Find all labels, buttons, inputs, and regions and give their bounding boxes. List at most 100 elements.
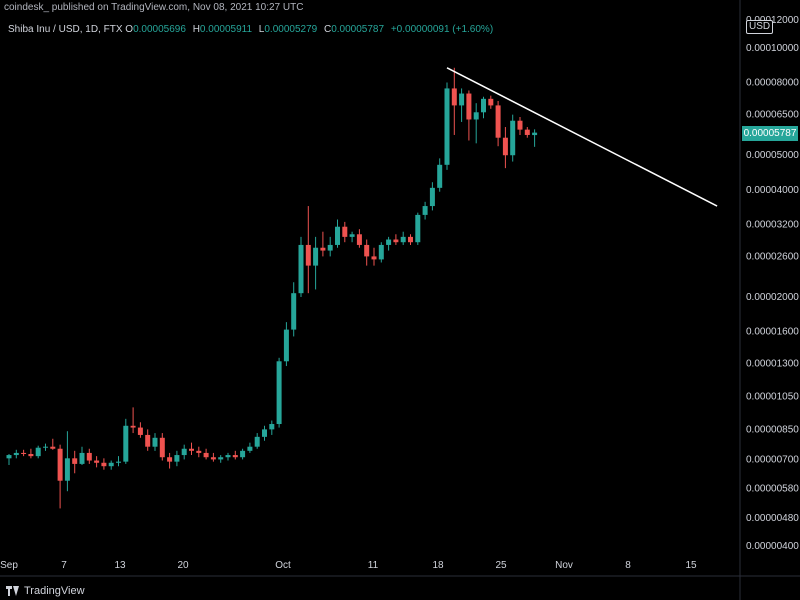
candle: [123, 418, 129, 464]
candle-body: [174, 455, 180, 462]
time-axis[interactable]: Sep 7 13 20 Oct 11 18 25 Nov 8 15: [0, 560, 697, 571]
candle-body: [400, 236, 406, 243]
candle: [247, 442, 253, 453]
brand-name: TradingView: [24, 585, 85, 597]
candle-body: [101, 462, 107, 467]
candle: [50, 438, 56, 450]
candle: [210, 452, 216, 462]
candle-body: [495, 105, 501, 138]
candle: [116, 456, 121, 467]
candle: [43, 443, 48, 451]
symbol-name: Shiba Inu / USD, 1D, FTX: [8, 24, 123, 35]
candle-body: [21, 452, 27, 454]
candle-body: [28, 453, 34, 457]
candle: [437, 158, 443, 192]
candle: [240, 448, 246, 460]
high-label: H: [192, 24, 200, 35]
time-tick-label: Nov: [555, 560, 573, 571]
candle-body: [159, 437, 165, 458]
candle-body: [79, 452, 85, 464]
candle: [159, 433, 165, 461]
candle: [79, 446, 85, 466]
candle-body: [313, 247, 319, 266]
candle: [349, 231, 355, 243]
candle-body: [371, 256, 377, 260]
candle-body: [378, 244, 384, 260]
candle-body: [152, 437, 158, 447]
time-tick-label: 15: [685, 560, 697, 571]
candle: [283, 322, 289, 367]
candle-body: [459, 93, 465, 106]
candle-body: [64, 458, 70, 481]
candle: [342, 221, 348, 243]
candle-body: [218, 457, 224, 460]
candle-body: [35, 447, 41, 457]
candle-body: [262, 429, 267, 437]
time-tick-label: 20: [177, 560, 189, 571]
candle: [232, 450, 238, 460]
price-tick-label: 0.00002600: [746, 251, 799, 262]
candle-body: [298, 244, 304, 294]
candle: [254, 433, 260, 449]
candle: [86, 448, 92, 464]
trendline-layer[interactable]: [446, 67, 718, 207]
candle-body: [517, 120, 523, 130]
tradingview-footer[interactable]: TradingView: [6, 585, 85, 597]
candle: [174, 450, 180, 467]
price-tick-label: 0.00004000: [746, 185, 799, 196]
candle-body: [532, 132, 538, 136]
open-value: 0.00005696: [133, 24, 186, 35]
candle: [400, 231, 406, 245]
candle-body: [429, 187, 435, 207]
candle-body: [466, 93, 472, 120]
candle: [189, 442, 194, 456]
candle: [269, 420, 275, 435]
candle: [262, 425, 267, 441]
candle-body: [210, 457, 216, 460]
price-tick-label: 0.00006500: [746, 110, 799, 121]
published-caption: coindesk_ published on TradingView.com, …: [4, 2, 304, 13]
time-tick-label: 25: [495, 560, 507, 571]
candle-body: [356, 234, 362, 245]
candle: [298, 236, 304, 297]
candle: [371, 247, 377, 266]
candle-body: [276, 361, 282, 425]
close-value: 0.00005787: [331, 24, 385, 35]
price-tick-label: 0.00003200: [746, 219, 799, 230]
candle: [203, 448, 209, 460]
candle-body: [510, 120, 516, 156]
price-tick-label: 0.00005000: [746, 150, 799, 161]
candle-series: [6, 67, 538, 509]
candle-body: [364, 244, 370, 257]
candle: [225, 452, 231, 461]
candle: [481, 96, 486, 119]
candle-body: [6, 455, 12, 459]
candle: [466, 90, 472, 141]
candle-body: [327, 244, 333, 251]
price-axis[interactable]: 0.000120000.000100000.000080000.00006500…: [746, 15, 799, 552]
low-label: L: [258, 24, 265, 35]
candle-body: [72, 458, 78, 464]
time-tick-label: 8: [625, 560, 631, 571]
price-tick-label: 0.00001600: [746, 327, 799, 338]
candle-body: [335, 226, 340, 245]
price-tick-label: 0.00001050: [746, 392, 799, 403]
candle: [57, 444, 63, 509]
candle: [130, 407, 136, 434]
candle: [495, 100, 501, 147]
open-label: O: [125, 24, 134, 35]
candle-body: [13, 452, 19, 456]
candle: [108, 460, 114, 470]
candle-body: [189, 448, 194, 451]
last-price-badge: 0.00005787: [742, 126, 798, 141]
candle: [137, 422, 143, 438]
candle-body: [137, 427, 143, 435]
candle-body: [86, 452, 92, 461]
candle: [313, 236, 319, 290]
candle: [6, 453, 12, 466]
candle-body: [386, 239, 392, 245]
candle: [327, 236, 333, 257]
candle: [291, 282, 297, 337]
currency-badge[interactable]: USD: [746, 20, 774, 34]
